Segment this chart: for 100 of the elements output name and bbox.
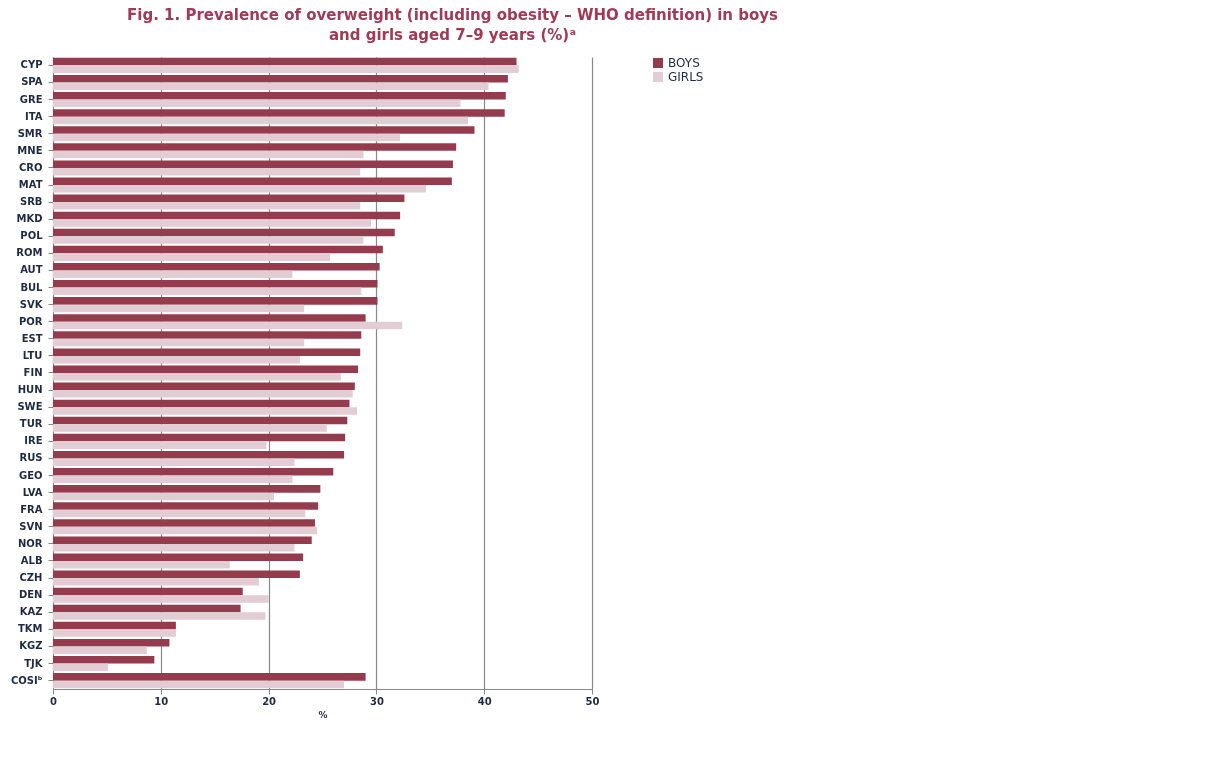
- y-tick-label: POL: [20, 230, 44, 242]
- y-tick-label: SVK: [19, 298, 44, 310]
- bar: [53, 253, 331, 261]
- bar: [53, 536, 312, 544]
- bar: [53, 475, 293, 484]
- y-tick-label: HUN: [17, 384, 43, 396]
- bar: [53, 458, 295, 466]
- bar: [53, 57, 517, 66]
- y-tick-label: KGZ: [19, 640, 43, 652]
- bar: [53, 612, 266, 620]
- bar: [53, 348, 361, 356]
- y-tick-label: DEN: [18, 589, 43, 601]
- bar: [53, 219, 372, 227]
- y-tick-label: KAZ: [19, 606, 43, 618]
- bar: [53, 338, 305, 347]
- bar: [53, 143, 457, 151]
- y-tick-label: MNE: [17, 144, 43, 156]
- x-tick-label: 30: [369, 695, 384, 707]
- bar: [53, 543, 295, 552]
- y-tick-label: MAT: [18, 179, 43, 191]
- bar: [53, 177, 452, 186]
- x-tick-label: 10: [154, 695, 169, 707]
- bar: [53, 450, 345, 459]
- y-tick-label: TUR: [19, 418, 43, 430]
- bar: [53, 211, 401, 220]
- bar: [53, 270, 293, 278]
- bar: [53, 262, 380, 271]
- bar: [53, 519, 315, 527]
- bar: [53, 502, 319, 510]
- legend-label: BOYS: [668, 56, 700, 70]
- bar: [53, 604, 241, 613]
- y-tick-label: ALB: [20, 554, 43, 566]
- y-tick-label: CZH: [19, 572, 43, 584]
- y-tick-label: SPA: [21, 76, 43, 88]
- y-tick-label: GRE: [19, 93, 43, 105]
- bar: [53, 321, 403, 330]
- bar: [53, 365, 359, 373]
- bar: [53, 468, 334, 476]
- chart-title: Fig. 1. Prevalence of overweight (including obesity – WHO definition) in boys and girls aged 7–9 years (%)ᵃ: [126, 6, 779, 44]
- bar: [53, 185, 426, 193]
- bar: [53, 304, 305, 313]
- bar: [53, 680, 345, 689]
- bar: [53, 595, 269, 603]
- bar: [53, 160, 453, 168]
- bar: [53, 355, 300, 364]
- bar: [53, 433, 346, 442]
- bar: [53, 656, 155, 664]
- y-tick-label: TJK: [24, 657, 44, 669]
- y-tick-label: ROM: [16, 247, 43, 259]
- bar: [53, 202, 361, 210]
- bar: [53, 646, 147, 654]
- bar: [53, 280, 378, 288]
- y-tick-label: FRA: [20, 503, 43, 515]
- y-tick-label: SMR: [17, 127, 43, 139]
- bar: [53, 373, 341, 381]
- bar: [53, 570, 300, 579]
- y-tick-label: SRB: [19, 196, 43, 208]
- bar: [53, 492, 274, 501]
- bar: [53, 553, 304, 561]
- x-tick-label: 50: [585, 695, 600, 707]
- bar: [53, 228, 395, 237]
- y-tick-label: AUT: [20, 264, 43, 276]
- y-tick-label: NOR: [17, 537, 43, 549]
- bar: [53, 629, 176, 637]
- bar: [53, 578, 259, 586]
- y-tick-label: RUS: [19, 452, 43, 464]
- y-tick-label: LVA: [22, 486, 43, 498]
- bar: [53, 560, 230, 569]
- y-tick-label: EST: [21, 332, 43, 344]
- bar: [53, 99, 461, 108]
- legend-label: GIRLS: [668, 70, 704, 84]
- y-tick-label: ITA: [24, 110, 43, 122]
- bar: [53, 236, 364, 244]
- y-tick-label: LTU: [22, 349, 43, 361]
- bar: [53, 287, 362, 296]
- y-tick-label: TKM: [17, 623, 43, 635]
- bar: [53, 82, 489, 90]
- bar: [53, 399, 350, 408]
- bar: [53, 509, 306, 518]
- y-tick-label: BUL: [20, 281, 44, 293]
- y-tick-label: MKD: [16, 213, 43, 225]
- bar: [53, 92, 506, 100]
- y-tick-label: COSIᵇ: [10, 674, 43, 686]
- bar: [53, 673, 366, 681]
- bar: [53, 65, 519, 73]
- bar: [53, 407, 357, 415]
- bar: [53, 638, 170, 647]
- bar: [53, 150, 364, 159]
- y-tick-label: POR: [18, 315, 43, 327]
- y-tick-label: CYP: [20, 59, 43, 71]
- bar: [53, 297, 378, 305]
- x-axis-title: %: [318, 709, 328, 720]
- x-tick-label: 40: [477, 695, 492, 707]
- x-tick-label: 20: [262, 695, 277, 707]
- bar: [53, 194, 405, 203]
- y-tick-label: GEO: [18, 469, 43, 481]
- bar: [53, 245, 383, 254]
- bar: [53, 526, 318, 535]
- y-tick-label: FIN: [23, 367, 43, 378]
- bar: [53, 621, 176, 630]
